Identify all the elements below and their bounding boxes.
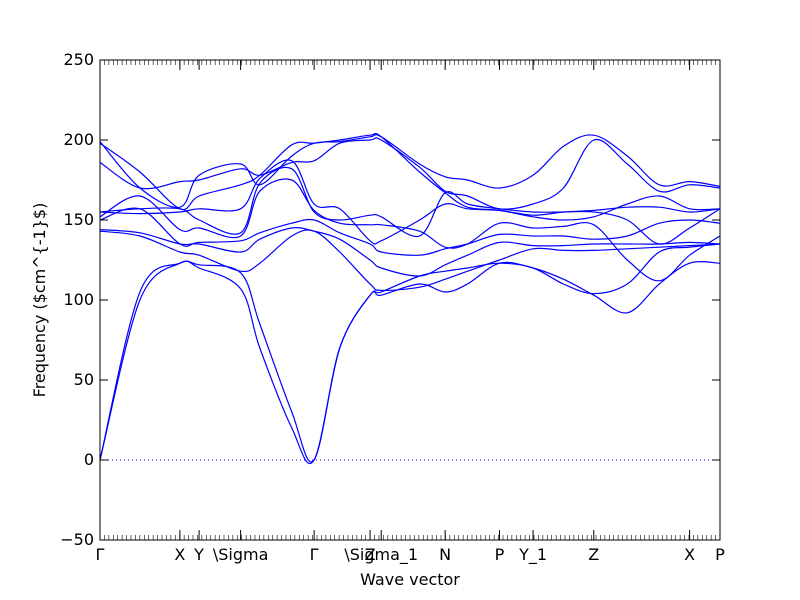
band-line-9 <box>99 132 721 221</box>
band-line-8 <box>99 159 721 245</box>
band-line-1 <box>99 260 721 464</box>
x-tick-label: Z <box>588 545 599 564</box>
x-tick-label: P <box>715 545 725 564</box>
band-line-5 <box>99 207 721 256</box>
x-tick-label: \Sigma <box>213 545 269 564</box>
y-tick-label: 100 <box>63 290 94 309</box>
x-tick-label: X <box>174 545 185 564</box>
band-line-4 <box>99 227 721 277</box>
band-line-3 <box>99 229 721 292</box>
y-axis-title: Frequency ($cm^{-1}$) <box>30 203 49 398</box>
y-tick-label: 200 <box>63 130 94 149</box>
band-line-7 <box>99 166 721 245</box>
x-axis-ticks: Γ X Y \Sigma Γ Z\Sigma_1 N P Y_1 Z X P <box>96 60 725 565</box>
x-tick-label: P <box>495 545 505 564</box>
x-tick-label: Y <box>193 545 204 564</box>
x-tick-label: Z <box>365 545 376 564</box>
band-lines <box>99 132 721 464</box>
y-tick-label: 50 <box>74 370 94 389</box>
y-axis-ticks: −50 0 50 100 150 200 250 <box>60 50 720 549</box>
x-tick-label: N <box>439 545 451 564</box>
x-tick-label: Y_1 <box>518 545 547 565</box>
band-line-2 <box>99 243 721 463</box>
y-tick-label: 0 <box>84 450 94 469</box>
y-tick-label: 250 <box>63 50 94 69</box>
y-tick-label: −50 <box>60 530 94 549</box>
x-tick-label: X <box>684 545 695 564</box>
x-axis-title: Wave vector <box>360 570 460 589</box>
band-line-10 <box>99 137 721 210</box>
x-tick-label: \Sigma_1 <box>344 545 418 565</box>
x-tick-label: Γ <box>96 545 105 564</box>
band-line-6 <box>99 178 721 282</box>
band-line-11 <box>99 134 721 209</box>
x-tick-label: Γ <box>310 545 319 564</box>
y-tick-label: 150 <box>63 210 94 229</box>
